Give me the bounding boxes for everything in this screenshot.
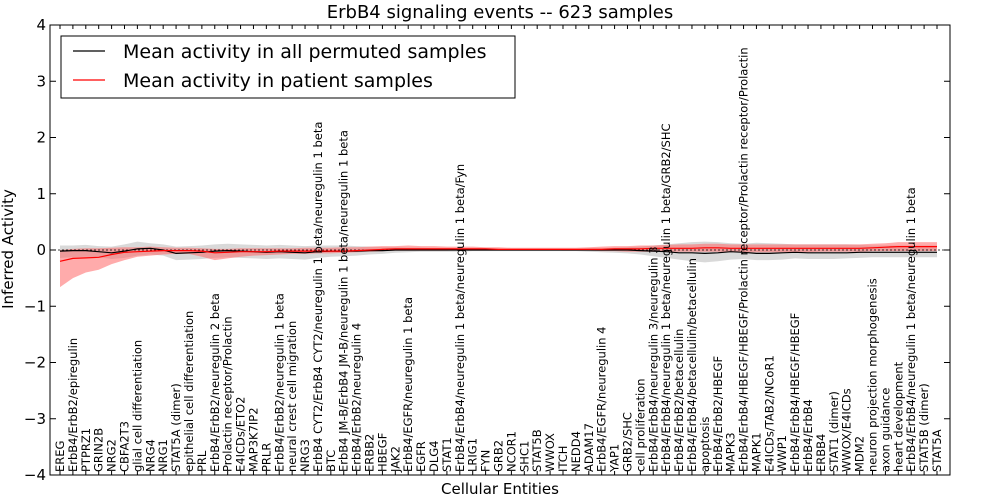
x-tick-label: NCOR1 [504,431,518,472]
x-tick-label: PRL [195,450,209,472]
x-tick-label: ErbB4/ErbB4/neuregulin 1 beta/neuregulin… [904,187,918,472]
y-axis-label: Inferred Activity [0,189,17,309]
legend-label-patient: Mean activity in patient samples [123,70,433,92]
confidence-band-patient [60,242,937,288]
series-line-patient [59,246,937,262]
plot-area: −4−3−2−101234EREGErbB4/ErbB2/epiregulinP… [24,16,951,484]
x-tick-label: NEDD4 [569,431,583,472]
chart-title: ErbB4 signaling events -- 623 samples [327,2,674,23]
x-tick-label: axon guidance [878,388,892,472]
x-tick-label: GRB2/SHC [621,412,635,472]
x-tick-label: PTPRZ1 [79,428,93,472]
x-tick-label: DLG4 [427,441,441,473]
x-tick-label: STAT5A (dimer) [169,383,183,472]
x-tick-label: E4ICDs/ETO2 [234,397,248,472]
y-tick-label: −3 [24,410,46,428]
x-tick-label: PRLR [259,443,273,472]
x-tick-label: epithelial cell differentiation [182,311,196,472]
x-tick-label: ErbB4/EGFR/neuregulin 1 beta [401,297,415,472]
x-tick-label: MAPK1 [749,432,763,472]
legend-box [60,35,516,99]
x-tick-label: WWOX/E4ICDs [840,388,854,472]
y-tick-label: −2 [24,354,46,372]
x-tick-label: NRG1 [156,439,170,472]
x-tick-label: ErbB4/ErbB2/betacellulin [672,329,686,472]
x-tick-label: ErbB4/ErbB4/neuregulin 1 beta/neuregulin… [453,164,467,472]
x-tick-label: HBEGF [375,433,389,472]
x-tick-label: ErbB4/ErbB2/neuregulin 2 beta [208,293,222,472]
x-tick-label: SHC1 [517,441,531,472]
x-tick-label: EREG [53,441,67,472]
x-tick-label: JAK2 [388,446,402,473]
x-tick-label: heart development [891,361,905,472]
x-tick-label: NRG2 [105,439,119,472]
y-tick-label: 3 [36,72,46,90]
x-tick-label: ErbB4/ErbB2/neuregulin 4 [350,323,364,472]
x-tick-label: ErbB4 JM-B/ErbB4 JM-B/neuregulin 1 beta/… [337,130,351,472]
x-tick-label: ErbB4/EGFR/neuregulin 4 [595,327,609,472]
x-axis-label: Cellular Entities [441,480,559,498]
y-tick-label: 0 [36,241,46,259]
x-tick-label: ErbB4/ErbB2/epiregulin [66,338,80,472]
x-tick-label: ErbB4/ErbB2/neuregulin 1 beta [272,293,286,472]
x-tick-label: neural crest cell migration [285,321,299,472]
x-tick-label: ErbB4/ErbB4/HBEGF/HBEGF/Prolactin recept… [737,47,751,472]
y-tick-label: 1 [36,185,46,203]
x-tick-label: ErbB4/ErbB2/HBEGF [711,356,725,472]
y-tick-label: −4 [24,466,46,484]
x-tick-label: MAPK3 [724,432,738,472]
x-tick-label: glial cell differentiation [130,340,144,472]
legend: Mean activity in all permuted samples Me… [60,35,516,99]
x-tick-label: STAT5A [930,429,944,472]
y-tick-label: 4 [36,16,46,34]
x-tick-label: neuron projection morphogenesis [866,278,880,472]
x-tick-label: ErbB4/ErbB4 [801,399,815,472]
x-tick-label: LRIG1 [466,438,480,472]
x-tick-label: ERBB4 [814,434,828,472]
x-tick-label: NRG4 [143,439,157,472]
x-tick-label: STAT5B [530,429,544,472]
x-tick-label: EGFR [414,441,428,472]
x-tick-label: ErbB4/ErbB4/HBEGF/HBEGF [788,313,802,472]
y-tick-label: 2 [36,129,46,147]
x-tick-label: STAT1 (dimer) [827,391,841,472]
x-tick-label: apoptosis [698,417,712,472]
x-tick-label: ErbB4/ErbB4/betacellulin/betacellulin [685,258,699,472]
legend-label-permuted: Mean activity in all permuted samples [123,41,486,63]
x-tick-label: cell proliferation [633,378,647,472]
x-tick-label: ErbB4 CYT2/ErbB4 CYT2/neuregulin 1 beta/… [311,122,325,472]
x-tick-label: FYN [479,450,493,472]
x-tick-label: ERBB2 [363,434,377,472]
x-tick-label: WWP1 [775,435,789,472]
x-tick-label: MDM2 [853,436,867,472]
x-tick-label: STAT5B (dimer) [917,383,931,472]
x-tick-label: MAP3K7IP2 [247,407,261,472]
x-tick-label: ErbB4/ErbB4/neuregulin 3/neuregulin 3 [646,246,660,472]
x-tick-label: CBFA2T3 [118,421,132,472]
x-tick-label: WWOX [543,433,557,472]
x-tick-label: YAP1 [608,444,622,473]
x-tick-label: GRIN2B [92,428,106,472]
x-tick-label: STAT1 [440,437,454,472]
x-tick-label: NRG3 [298,439,312,472]
x-tick-label: GRB2 [492,440,506,472]
x-tick-label: ITCH [556,446,570,472]
x-tick-label: ErbB4/ErbB4/neuregulin 1 beta/neuregulin… [659,123,673,472]
x-tick-label: ADAM17 [582,423,596,472]
x-tick-label: E4ICDs/TAB2/NCoR1 [762,355,776,472]
x-tick-label: Prolactin receptor/Prolactin [221,316,235,472]
x-tick-label: BTC [324,450,338,472]
y-tick-label: −1 [24,297,46,315]
